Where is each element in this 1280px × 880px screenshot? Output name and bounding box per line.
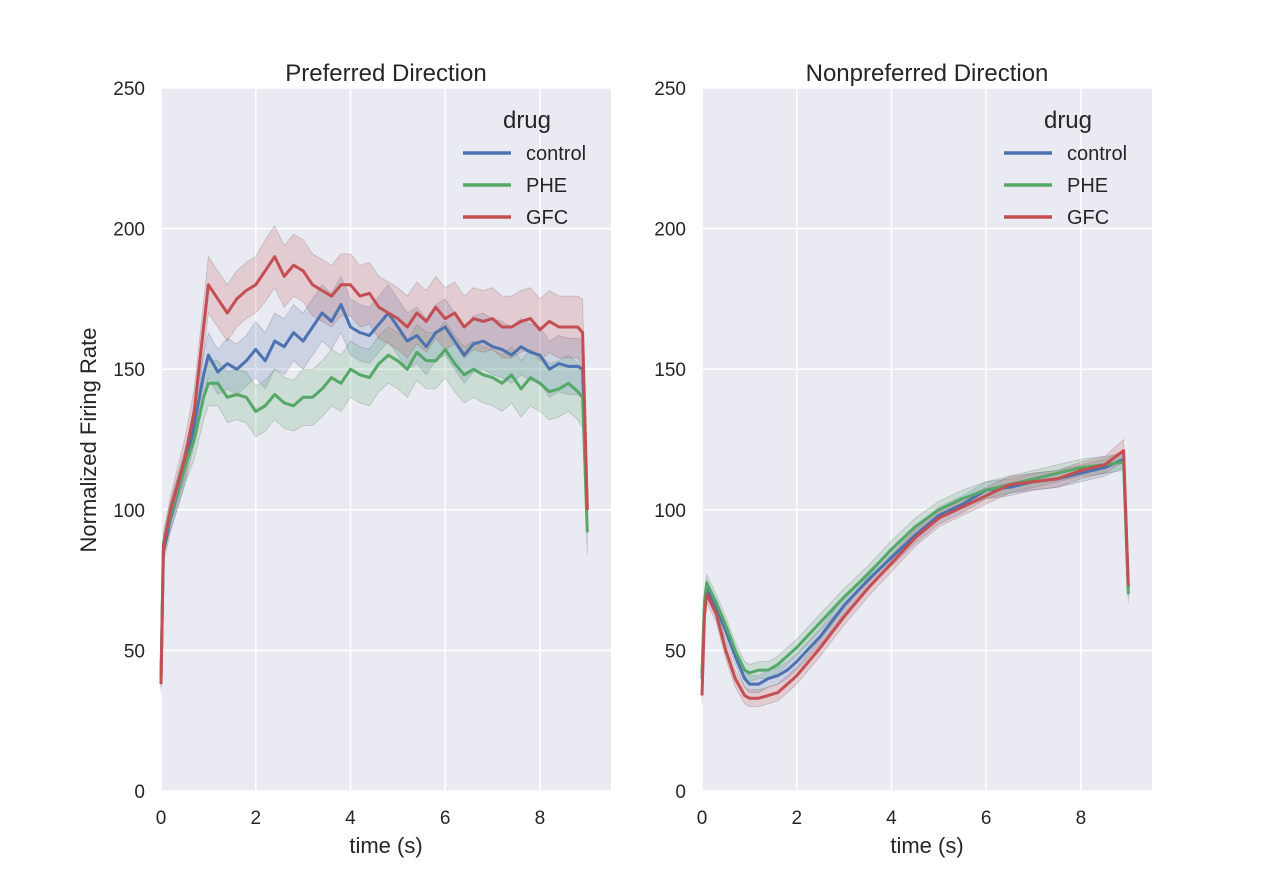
- y-tick-label: 0: [675, 782, 686, 803]
- y-tick-label: 50: [665, 641, 686, 662]
- series-line-phe: [159, 348, 589, 679]
- legend-label-phe: PHE: [1067, 175, 1108, 197]
- x-tick-label: 4: [345, 808, 356, 829]
- y-tick-label: 0: [134, 782, 145, 803]
- chart-title: Nonpreferred Direction: [806, 60, 1049, 87]
- x-tick-label: 8: [535, 808, 546, 829]
- ci-band-phe: [160, 320, 588, 688]
- legend-label-phe: PHE: [526, 175, 567, 197]
- series-line-gfc: [700, 449, 1130, 700]
- legend-title: drug: [503, 107, 551, 134]
- legend-label-control: control: [526, 143, 586, 165]
- legend-title: drug: [1044, 107, 1092, 134]
- x-tick-label: 8: [1076, 808, 1087, 829]
- plot-area: [702, 88, 1152, 791]
- legend-label-gfc: GFC: [1067, 207, 1109, 229]
- chart-panel-1: 0 2 4 6 8 0 50 100 150 200 250 Preferred Direction t…: [113, 60, 611, 858]
- x-axis-label: time (s): [349, 833, 422, 858]
- y-tick-label: 150: [113, 360, 145, 381]
- x-axis-label: time (s): [890, 833, 963, 858]
- series-line-phe: [700, 460, 1130, 675]
- legend-label-control: control: [1067, 143, 1127, 165]
- y-tick-label: 50: [124, 641, 145, 662]
- x-tick-label: 4: [886, 808, 897, 829]
- y-tick-label: 200: [113, 220, 145, 241]
- y-tick-label: 250: [113, 79, 145, 100]
- x-tick-label: 6: [981, 808, 992, 829]
- x-tick-label: 2: [250, 808, 261, 829]
- series-line-gfc: [159, 255, 589, 685]
- x-tick-label: 6: [440, 808, 451, 829]
- y-tick-label: 250: [654, 79, 686, 100]
- y-tick-label: 100: [113, 501, 145, 522]
- x-tick-label: 2: [791, 808, 802, 829]
- y-axis-label: Normalized Firing Rate: [76, 328, 101, 553]
- plot-area: [161, 88, 611, 791]
- ci-band-phe: [701, 453, 1129, 682]
- y-tick-label: 150: [654, 360, 686, 381]
- series-line-control: [159, 303, 589, 679]
- x-tick-label: 0: [156, 808, 167, 829]
- chart-title: Preferred Direction: [285, 60, 486, 87]
- chart-panel-2: 0 2 4 6 8 0 50 100 150 200 250 Nonpreferred Directi…: [654, 60, 1152, 858]
- legend-label-gfc: GFC: [526, 207, 568, 229]
- y-tick-label: 200: [654, 220, 686, 241]
- y-tick-label: 100: [654, 501, 686, 522]
- x-tick-label: 0: [697, 808, 708, 829]
